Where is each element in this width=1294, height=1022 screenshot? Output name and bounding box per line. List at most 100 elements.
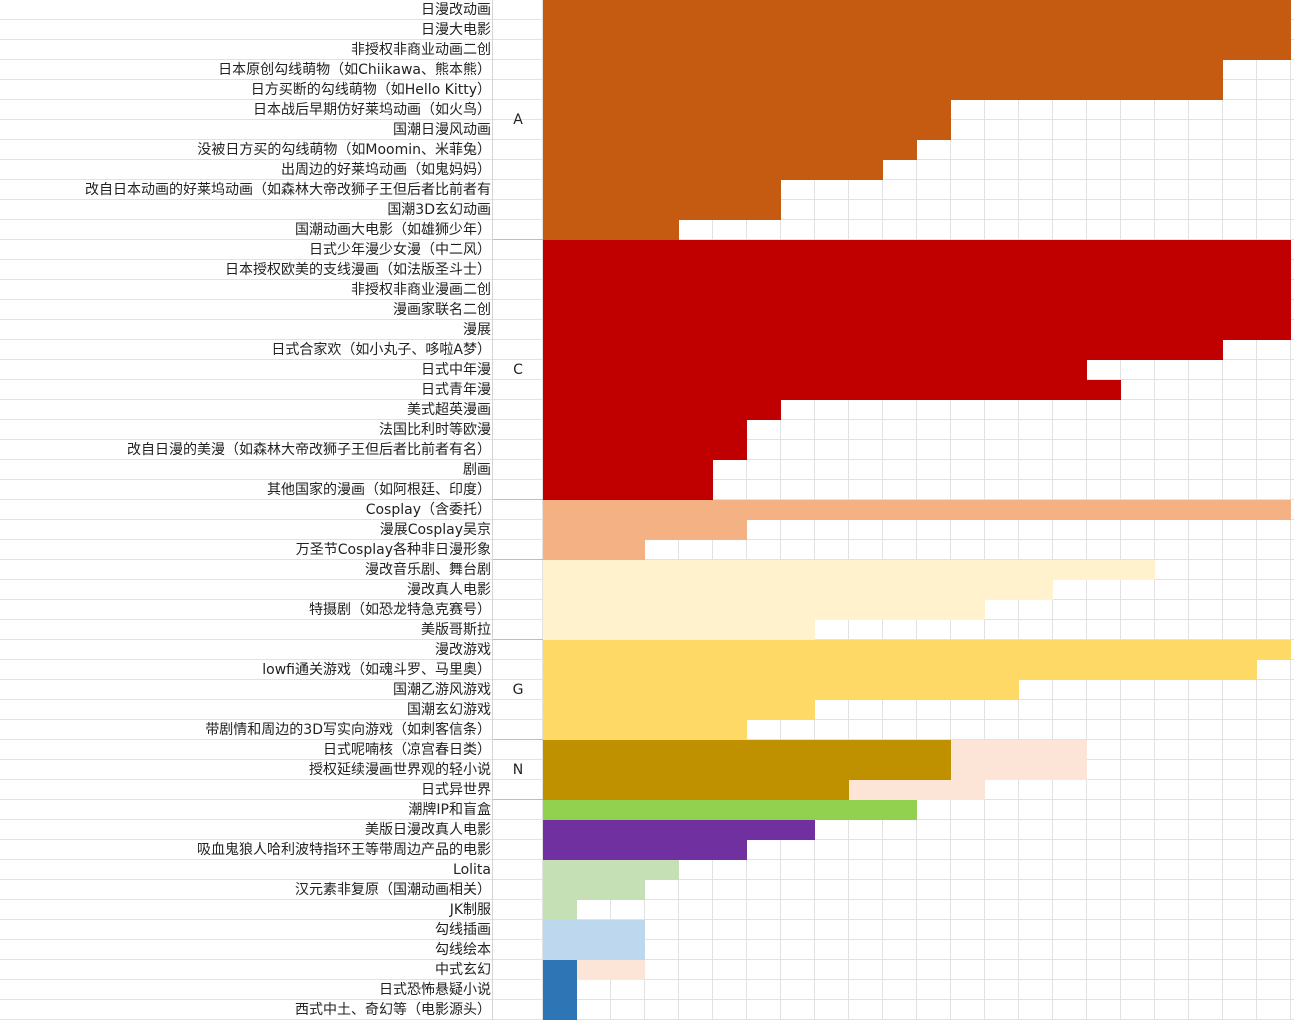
bar	[543, 880, 645, 900]
bar	[543, 420, 747, 440]
row-label: 日方买断的勾线萌物（如Hello Kitty）	[250, 82, 491, 98]
row-label: 美版日漫改真人电影	[365, 822, 491, 838]
row-label: 国潮玄幻游戏	[407, 702, 491, 718]
row-label: Cosplay（含委托）	[365, 502, 491, 518]
bar	[543, 720, 747, 740]
group-label: N	[512, 762, 524, 778]
row-label: JK制服	[449, 902, 491, 918]
row-label: 日本战后早期仿好莱坞动画（如火鸟）	[253, 102, 491, 118]
row-label: 剧画	[463, 462, 491, 478]
row-label: 日式恐怖悬疑小说	[379, 982, 491, 998]
row-label: 非授权非商业漫画二创	[351, 282, 491, 298]
row-label: 漫画家联名二创	[393, 302, 491, 318]
bar	[543, 900, 577, 920]
row-label: 没被日方买的勾线萌物（如Moomin、米菲兔）	[197, 142, 491, 158]
bar	[543, 440, 747, 460]
row-label: 授权延续漫画世界观的轻小说	[309, 762, 491, 778]
bar	[543, 160, 883, 180]
row-label: 改自日本动画的好莱坞动画（如森林大帝改狮子王但后者比前者有	[85, 182, 491, 198]
group-label: A	[513, 112, 523, 128]
row-label: 潮牌IP和盲盒	[408, 802, 491, 818]
row-label: 出周边的好莱坞动画（如鬼妈妈）	[281, 162, 491, 178]
bar	[543, 300, 1291, 320]
row-label: Lolita	[453, 862, 491, 878]
row-label: 国潮乙游风游戏	[393, 682, 491, 698]
bar	[543, 860, 679, 880]
bar	[543, 740, 951, 760]
bar-extension	[849, 780, 985, 800]
bar	[543, 180, 781, 200]
row-label: 日漫大电影	[421, 22, 491, 38]
bar	[543, 360, 1087, 380]
bar	[543, 800, 917, 820]
bar	[543, 120, 951, 140]
bar	[543, 920, 645, 940]
bar	[543, 820, 815, 840]
row-label: 非授权非商业动画二创	[351, 42, 491, 58]
row-label: 日式中年漫	[421, 362, 491, 378]
row-label: 日式青年漫	[421, 382, 491, 398]
row-label: 日式异世界	[421, 782, 491, 798]
row-label: 特摄剧（如恐龙特急克赛号）	[309, 602, 491, 618]
bar	[543, 620, 815, 640]
bar	[543, 980, 577, 1000]
row-label: 其他国家的漫画（如阿根廷、印度）	[267, 482, 491, 498]
bar	[543, 760, 951, 780]
row-label: 吸血鬼狼人哈利波特指环王等带周边产品的电影	[197, 842, 491, 858]
bar	[543, 260, 1291, 280]
row-label: 日本授权欧美的支线漫画（如法版圣斗士）	[225, 262, 491, 278]
bar	[543, 60, 1223, 80]
bar	[543, 660, 1257, 680]
bar	[543, 520, 747, 540]
row-label: 国潮3D玄幻动画	[387, 202, 491, 218]
row-label: 法国比利时等欧漫	[379, 422, 491, 438]
row-label: 万圣节Cosplay各种非日漫形象	[295, 542, 491, 558]
bar	[543, 200, 781, 220]
row-label: 漫改真人电影	[407, 582, 491, 598]
bar	[543, 340, 1223, 360]
bar	[543, 960, 577, 980]
row-label: 勾线绘本	[435, 942, 491, 958]
bar	[543, 560, 1155, 580]
row-label: 改自日漫的美漫（如森林大帝改狮子王但后者比前者有名）	[127, 442, 491, 458]
bar	[543, 140, 917, 160]
group-separators	[493, 239, 543, 800]
bar	[543, 700, 815, 720]
row-label: 漫改音乐剧、舞台剧	[365, 562, 491, 578]
row-label: 勾线插画	[435, 922, 491, 938]
group-label: G	[512, 682, 524, 698]
bar	[543, 600, 985, 620]
bar	[543, 280, 1291, 300]
bar	[543, 380, 1121, 400]
bar-extension	[951, 760, 1087, 780]
bar	[543, 840, 747, 860]
bar-extension	[951, 740, 1087, 760]
row-label: 漫展	[463, 322, 491, 338]
row-label: 汉元素非复原（国潮动画相关）	[295, 882, 491, 898]
bar	[543, 0, 1291, 20]
row-label: 带剧情和周边的3D写实向游戏（如刺客信条）	[205, 722, 491, 738]
bar	[543, 80, 1223, 100]
row-label: 美式超英漫画	[407, 402, 491, 418]
bar	[543, 940, 645, 960]
row-label: 漫改游戏	[435, 642, 491, 658]
bars	[543, 0, 1291, 1020]
bar	[543, 540, 645, 560]
row-label: 西式中土、奇幻等（电影源头）	[295, 1002, 491, 1018]
row-label: 美版哥斯拉	[421, 622, 491, 638]
bar	[543, 20, 1291, 40]
bar	[543, 320, 1291, 340]
row-label: 日式合家欢（如小丸子、哆啦A梦）	[271, 342, 491, 358]
row-label: 国潮动画大电影（如雄狮少年）	[295, 222, 491, 238]
group-label: C	[513, 362, 523, 378]
bar	[543, 680, 1019, 700]
row-label: 中式玄幻	[435, 962, 491, 978]
bar	[543, 500, 1291, 520]
bar	[543, 40, 1291, 60]
row-label: 日本原创勾线萌物（如Chiikawa、熊本熊）	[218, 62, 491, 78]
row-label: 日式少年漫少女漫（中二风）	[309, 242, 491, 258]
bar	[543, 400, 781, 420]
bar	[543, 1000, 577, 1020]
